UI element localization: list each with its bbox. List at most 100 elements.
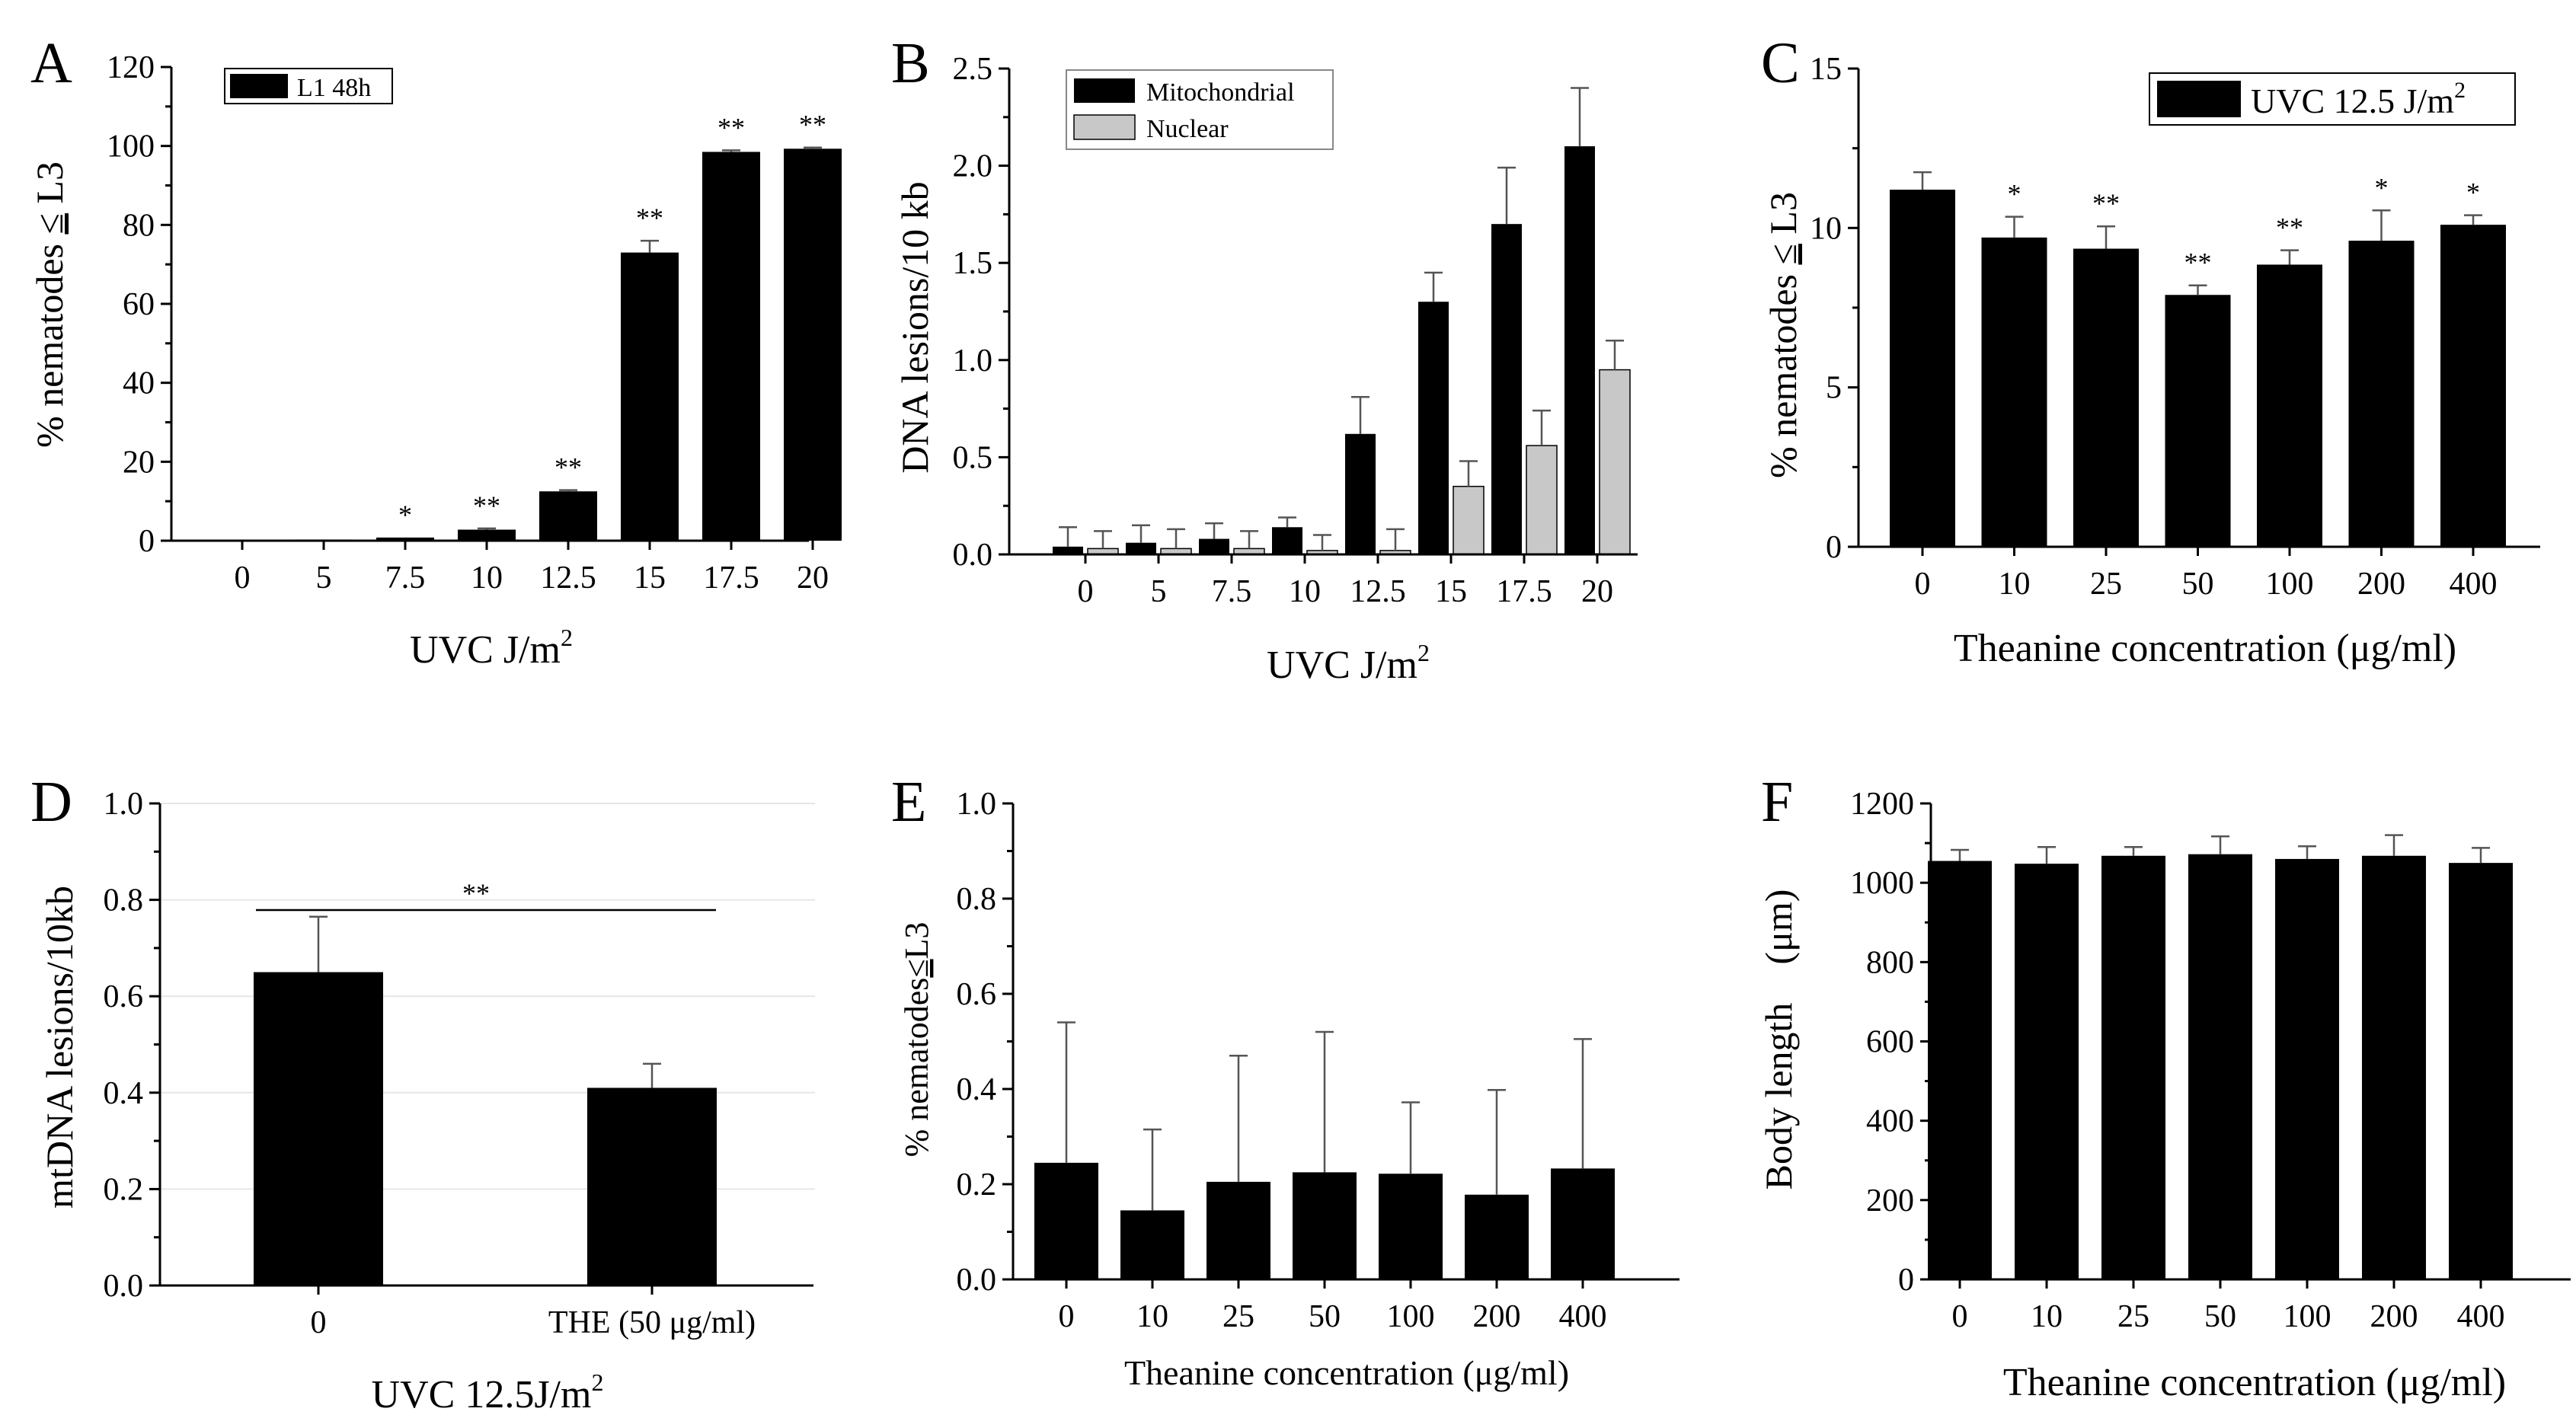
panel-b-bar-nuclear-6 — [1526, 445, 1558, 555]
panel-b-xtick-label: 0 — [1078, 574, 1094, 609]
panel-c-bar-uvc-12-5-j-m2-5 — [2348, 241, 2415, 547]
panel-c-significance-6: * — [2466, 177, 2480, 208]
panel-e-ytick-label: 1.0 — [957, 787, 997, 822]
panel-c-significance-4: ** — [2276, 212, 2303, 243]
panel-a-ytick-label: 0 — [139, 524, 155, 559]
panel-c-legend: UVC 12.5 J/m2 — [2149, 72, 2516, 126]
panel-b-bar-mitochondrial-2 — [1199, 538, 1229, 554]
panel-e-bar--nematodes-1 — [1120, 1210, 1184, 1279]
panel-c-xtick-label: 200 — [2357, 567, 2405, 602]
panel-a-bar-l1-48h-3 — [458, 529, 516, 541]
panel-d-xtick-label: 0 — [311, 1305, 327, 1340]
panel-a-significance-7: ** — [799, 110, 826, 140]
legend-swatch-mito — [1074, 78, 1135, 103]
panel-a-ytick-label: 40 — [123, 366, 155, 401]
panel-c-bar-uvc-12-5-j-m2-4 — [2257, 264, 2322, 547]
panel-b-ytick-label: 1.5 — [953, 246, 993, 281]
panel-a-significance-6: ** — [718, 112, 745, 142]
panel-f: F 0 200 400 600 800 1000 1200 0 10 25 50 100 200 400… — [1757, 770, 2571, 1404]
panel-f-xtick-label: 400 — [2457, 1299, 2505, 1334]
panel-d: D 0.00.20.40.60.81.0 0 THE (50 μg/ml) ** … — [30, 770, 815, 1416]
panel-c-bar-uvc-12-5-j-m2-6 — [2440, 225, 2506, 547]
panel-a-significance-2: * — [398, 500, 412, 530]
panel-e-ytick-label: 0.0 — [957, 1263, 997, 1298]
panel-c-ytick-label: 10 — [1810, 211, 1842, 246]
panel-e-bar--nematodes-5 — [1465, 1194, 1529, 1279]
panel-f-ytick-label: 400 — [1866, 1104, 1914, 1139]
panel-c-xtick-label: 25 — [2090, 567, 2122, 602]
panel-b-xtick-label: 20 — [1581, 574, 1613, 609]
panel-e: E 0.0 0.2 0.4 0.6 0.8 1.0 0 10 25 50 100 200 400 % … — [891, 770, 1680, 1392]
panel-c-bar-uvc-12-5-j-m2-3 — [2165, 295, 2231, 547]
panel-b-bar-mitochondrial-4 — [1345, 433, 1376, 554]
panel-b-ylabel: DNA lesions/10 kb — [893, 181, 936, 473]
panel-c-ytick-label: 0 — [1826, 530, 1842, 565]
panel-b-ytick-label: 2.0 — [953, 149, 993, 184]
panel-c-xtick-label: 100 — [2266, 567, 2314, 602]
panel-a-ytick-label: 120 — [107, 50, 155, 85]
panel-d-bar-mtdna-lesions-0 — [254, 972, 383, 1285]
panel-e-ytick-label: 0.6 — [957, 977, 997, 1012]
panel-f-bar-body-length-4 — [2275, 858, 2339, 1279]
panel-f-ytick-label: 600 — [1866, 1025, 1914, 1060]
panel-a-xtick-label: 15 — [634, 560, 666, 596]
panel-b-bar-mitochondrial-0 — [1053, 546, 1083, 554]
panel-b-bar-mitochondrial-3 — [1272, 527, 1302, 554]
panel-d-significance-bracket: ** — [256, 878, 716, 912]
panel-d-ytick-label: 0.4 — [104, 1076, 144, 1111]
panel-e-ytick-label: 0.2 — [957, 1167, 997, 1202]
panel-e-xlabel: Theanine concentration (μg/ml) — [1124, 1353, 1569, 1392]
panel-a-xlabel: UVC J/m2 — [410, 624, 573, 672]
panel-b-xlabel: UVC J/m2 — [1267, 639, 1430, 687]
panel-b-bar-mitochondrial-7 — [1564, 146, 1595, 554]
panel-e-bar--nematodes-2 — [1207, 1181, 1270, 1279]
panel-d-ytick-label: 0.2 — [104, 1172, 144, 1207]
panel-d-ytick-label: 1.0 — [104, 787, 144, 822]
panel-b-letter: B — [891, 31, 930, 95]
panel-c-ylabel: % nematodes ≤ L3 — [1762, 192, 1804, 478]
panel-f-bar-body-length-3 — [2188, 854, 2252, 1279]
panel-f-xtick-label: 25 — [2117, 1299, 2149, 1334]
panel-e-bar--nematodes-0 — [1034, 1162, 1098, 1279]
panel-c-significance-1: * — [2008, 179, 2021, 209]
panel-a-xtick-label: 12.5 — [540, 560, 596, 596]
panel-a-bar-l1-48h-4 — [539, 491, 597, 541]
panel-a-bar-l1-48h-7 — [784, 149, 842, 541]
panel-b-xtick-label: 15 — [1435, 574, 1467, 609]
panel-e-letter: E — [891, 770, 926, 834]
panel-f-bar-body-length-0 — [1928, 861, 1992, 1279]
panel-e-xtick-label: 200 — [1473, 1299, 1521, 1334]
panel-f-xtick-label: 100 — [2284, 1299, 2332, 1334]
legend-swatch-uvc — [2157, 81, 2241, 117]
panel-c-significance-3: ** — [2184, 248, 2212, 278]
panel-a-ytick-label: 20 — [123, 445, 155, 480]
panel-b-bar-mitochondrial-5 — [1418, 302, 1449, 554]
legend-label-uvc: UVC 12.5 J/m2 — [2251, 78, 2466, 120]
panel-f-ytick-label: 0 — [1898, 1263, 1914, 1298]
panel-a-ytick-label: 80 — [123, 208, 155, 243]
panel-a-ylabel: % nematodes ≤ L3 — [28, 161, 71, 448]
panel-b-bar-nuclear-5 — [1453, 485, 1485, 555]
panel-a-significance-3: ** — [473, 490, 500, 521]
panel-b: B 0.0 0.5 1.0 1.5 2.0 2.5 0 5 7.5 10 12.5 15 17.5 20… — [891, 31, 1638, 687]
panel-d-letter: D — [30, 770, 72, 834]
panel-d-ytick-label: 0.6 — [104, 979, 144, 1014]
panel-f-letter: F — [1761, 770, 1793, 834]
panel-f-bar-body-length-2 — [2101, 855, 2165, 1279]
panel-b-legend: Mitochondrial Nuclear — [1066, 69, 1334, 150]
panel-c-ytick-label: 5 — [1826, 371, 1842, 406]
panel-f-ytick-label: 1200 — [1850, 787, 1914, 822]
panel-b-xtick-label: 12.5 — [1350, 574, 1406, 609]
panel-c-xtick-label: 0 — [1915, 567, 1931, 602]
panel-b-ytick-label: 0.0 — [953, 538, 993, 573]
panel-e-ylabel: % nematodes≤L3 — [898, 922, 935, 1158]
panel-f-xtick-label: 200 — [2370, 1299, 2418, 1334]
panel-a-significance-4: ** — [555, 452, 582, 483]
panel-a-bar-l1-48h-6 — [702, 152, 760, 541]
panel-f-ytick-label: 200 — [1866, 1183, 1914, 1218]
panel-c-significance-2: ** — [2092, 188, 2120, 219]
panel-e-bar--nematodes-3 — [1293, 1172, 1357, 1279]
panel-d-bar-mtdna-lesions-1 — [587, 1087, 717, 1285]
